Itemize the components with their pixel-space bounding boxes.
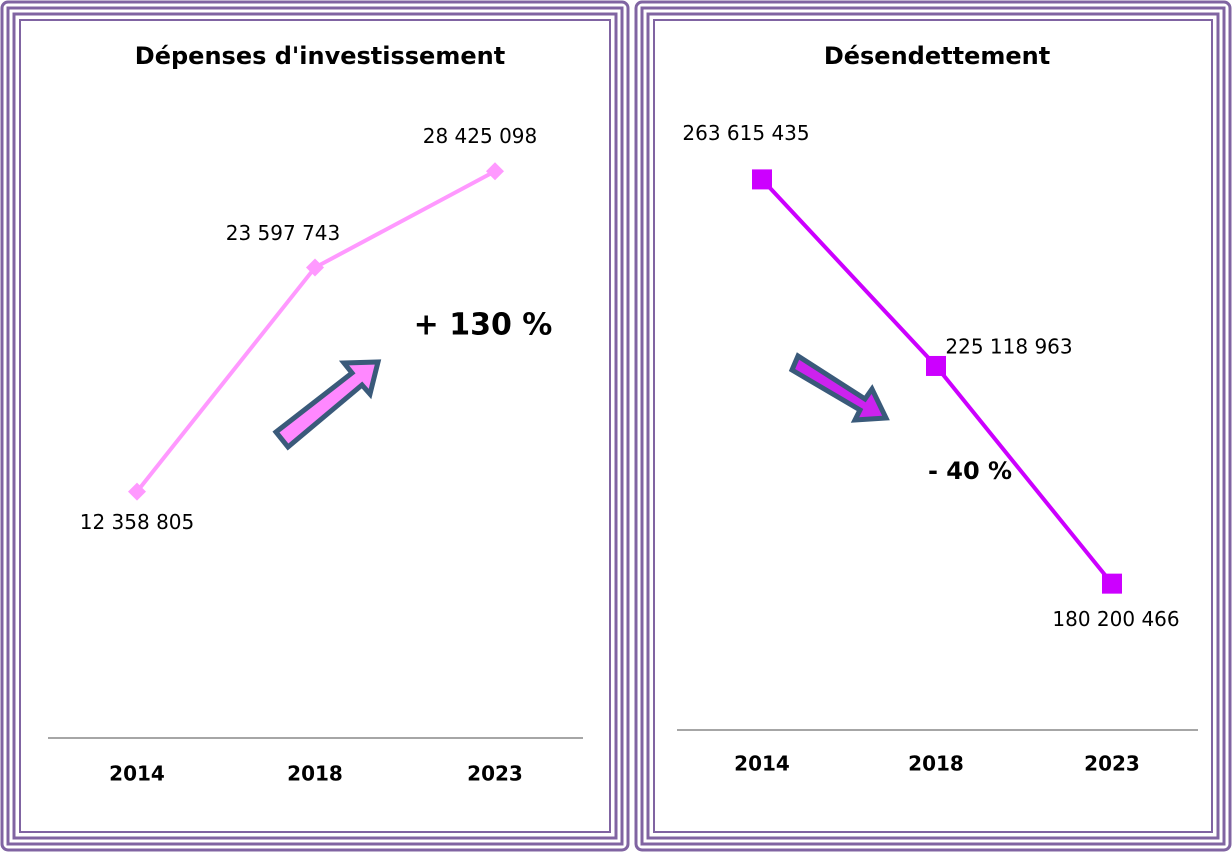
x-tick-label: 2023 bbox=[467, 762, 523, 786]
x-tick-label: 2018 bbox=[908, 752, 964, 776]
x-tick-label: 2023 bbox=[1084, 752, 1140, 776]
annotation: - 40 % bbox=[928, 457, 1012, 485]
annotation: + 130 % bbox=[414, 308, 553, 343]
x-tick-label: 2018 bbox=[287, 762, 343, 786]
marker bbox=[486, 162, 504, 181]
panel-frame-right bbox=[634, 0, 1232, 852]
marker bbox=[752, 169, 772, 190]
data-label: 180 200 466 bbox=[1052, 607, 1179, 631]
arrow-down bbox=[788, 352, 890, 423]
data-label: 28 425 098 bbox=[423, 124, 538, 148]
data-label: 263 615 435 bbox=[682, 121, 809, 145]
data-label: 12 358 805 bbox=[80, 510, 195, 534]
data-label: 225 118 963 bbox=[945, 334, 1072, 358]
panel-frame-left bbox=[0, 0, 630, 852]
marker bbox=[1102, 573, 1122, 594]
marker bbox=[306, 258, 324, 277]
x-tick-label: 2014 bbox=[734, 752, 790, 776]
chart-title: Désendettement bbox=[824, 42, 1050, 70]
marker bbox=[128, 482, 146, 501]
marker bbox=[926, 355, 946, 376]
data-label: 23 597 743 bbox=[226, 221, 341, 245]
chart-title: Dépenses d'investissement bbox=[135, 42, 505, 70]
arrow-up bbox=[272, 359, 382, 451]
x-tick-label: 2014 bbox=[109, 762, 165, 786]
